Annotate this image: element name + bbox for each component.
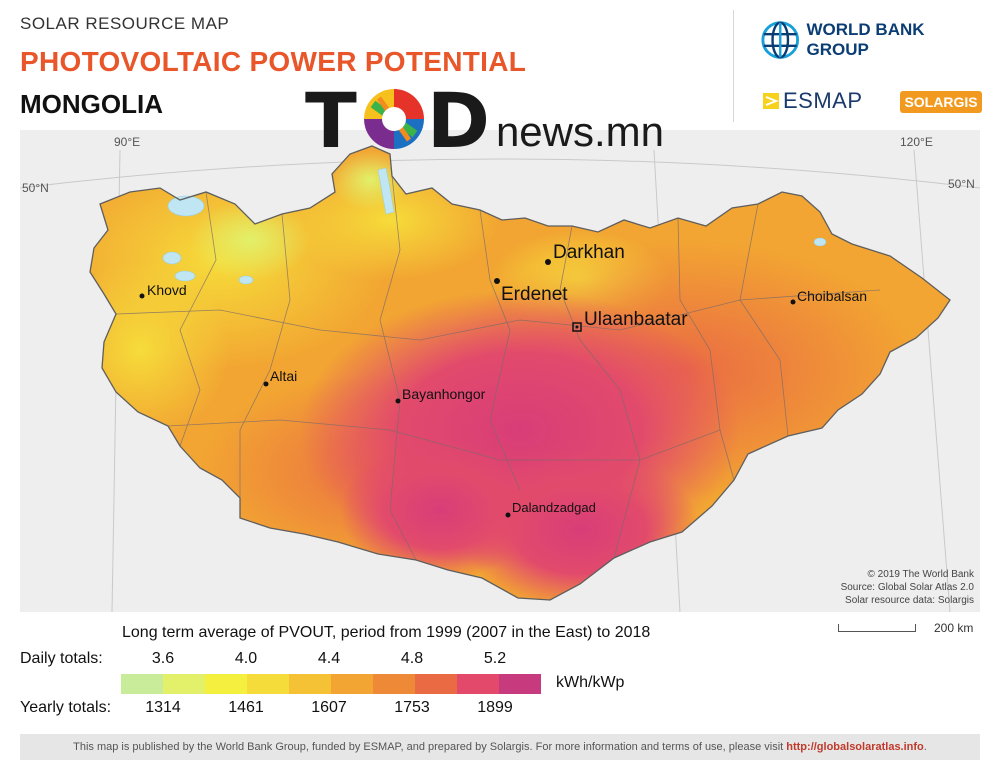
legend-color-step	[205, 674, 247, 694]
watermark-letter-t: T	[305, 76, 357, 165]
legend-unit: kWh/kWp	[556, 674, 625, 691]
esmap-label: ESMAP	[783, 88, 863, 113]
city-bayanhongor: Bayanhongor	[395, 386, 486, 404]
rainbow-ring-icon	[363, 89, 424, 149]
city-altai: Altai	[263, 368, 297, 387]
city-label: Erdenet	[501, 284, 568, 305]
lat-label-west: 50°N	[22, 181, 49, 195]
credit-source: Source: Global Solar Atlas 2.0	[840, 582, 974, 593]
legend-color-step	[247, 674, 289, 694]
city-khovd: Khovd	[139, 282, 187, 299]
lat-label-east: 50°N	[948, 177, 975, 191]
province-borders	[115, 175, 881, 561]
city-label: Choibalsan	[797, 288, 867, 304]
footer-note: This map is published by the World Bank …	[20, 734, 980, 760]
legend-daily-value: 4.8	[400, 650, 424, 667]
city-darkhan: Darkhan	[545, 242, 625, 265]
legend-color-step	[163, 674, 205, 694]
legend-color-step	[289, 674, 331, 694]
legend-daily-value: 5.2	[483, 650, 507, 667]
city-label: Dalandzadgad	[512, 500, 596, 515]
world-bank-logo: WORLD BANK GROUP	[760, 18, 985, 62]
legend-title: Long term average of PVOUT, period from …	[122, 624, 651, 641]
map-subtitle: SOLAR RESOURCE MAP	[20, 14, 230, 33]
footer-end: .	[923, 741, 927, 753]
legend-color-step	[331, 674, 373, 694]
atlas-link[interactable]: http://globalsolaratlas.info	[786, 741, 924, 753]
esmap-mark-icon	[763, 93, 779, 109]
legend-yearly-value: 1314	[145, 699, 181, 716]
footer-text: This map is published by the World Bank …	[73, 741, 787, 753]
legend-color-step	[457, 674, 499, 694]
legend-color-bar	[121, 674, 541, 694]
city-choibalsan: Choibalsan	[790, 288, 867, 305]
city-label: Bayanhongor	[402, 386, 486, 402]
pvout-raster	[90, 146, 950, 600]
watermark-letter-d: D	[426, 76, 490, 165]
globe-icon	[761, 21, 800, 59]
country-name: MONGOLIA	[20, 89, 163, 119]
map-credits: © 2019 The World Bank Source: Global Sol…	[841, 568, 974, 607]
lon-label-90: 90°E	[114, 135, 140, 149]
legend-color-step	[499, 674, 541, 694]
map-title: PHOTOVOLTAIC POWER POTENTIAL	[20, 46, 527, 77]
esmap-logo: ESMAP	[763, 88, 863, 114]
legend-color-step	[415, 674, 457, 694]
legend-yearly-value: 1753	[394, 699, 430, 716]
legend-yearly-value: 1899	[477, 699, 513, 716]
legend-color-step	[121, 674, 163, 694]
city-label: Ulaanbaatar	[584, 309, 688, 330]
header-divider	[733, 10, 734, 122]
legend-color-step	[373, 674, 415, 694]
world-bank-label: WORLD BANK GROUP	[806, 20, 925, 59]
city-ulaanbaatar: Ulaanbaatar	[572, 309, 688, 332]
scale-bar-label: 200 km	[934, 621, 974, 635]
legend-yearly-value: 1461	[228, 699, 264, 716]
city-label: Darkhan	[553, 242, 625, 263]
legend-daily-value: 4.0	[234, 650, 258, 667]
city-label: Altai	[270, 368, 297, 384]
legend-yearly-label: Yearly totals:	[20, 699, 112, 716]
city-erdenet: Erdenet	[494, 278, 568, 305]
credit-copyright: © 2019 The World Bank	[867, 569, 974, 580]
legend-daily-label: Daily totals:	[20, 650, 103, 667]
legend-yearly-value: 1607	[311, 699, 347, 716]
watermark-suffix: news.mn	[495, 108, 664, 155]
credit-data: Solar resource data: Solargis	[845, 595, 974, 606]
mongolia-map: 90°E 120°E 50°N 50°N Khovd Darkhan Erden…	[20, 135, 980, 612]
map-canvas: 90°E 120°E 50°N 50°N Khovd Darkhan Erden…	[20, 130, 980, 612]
city-dalandzadgad: Dalandzadgad	[505, 500, 596, 518]
todnews-watermark: T D news.mn	[305, 76, 664, 165]
lon-label-120: 120°E	[900, 135, 933, 149]
city-label: Khovd	[147, 282, 187, 298]
lakes	[162, 167, 827, 285]
legend-daily-value: 3.6	[151, 650, 175, 667]
solargis-logo: SOLARGIS	[900, 91, 982, 113]
scale-bar	[838, 624, 916, 632]
legend-daily-value: 4.4	[317, 650, 341, 667]
